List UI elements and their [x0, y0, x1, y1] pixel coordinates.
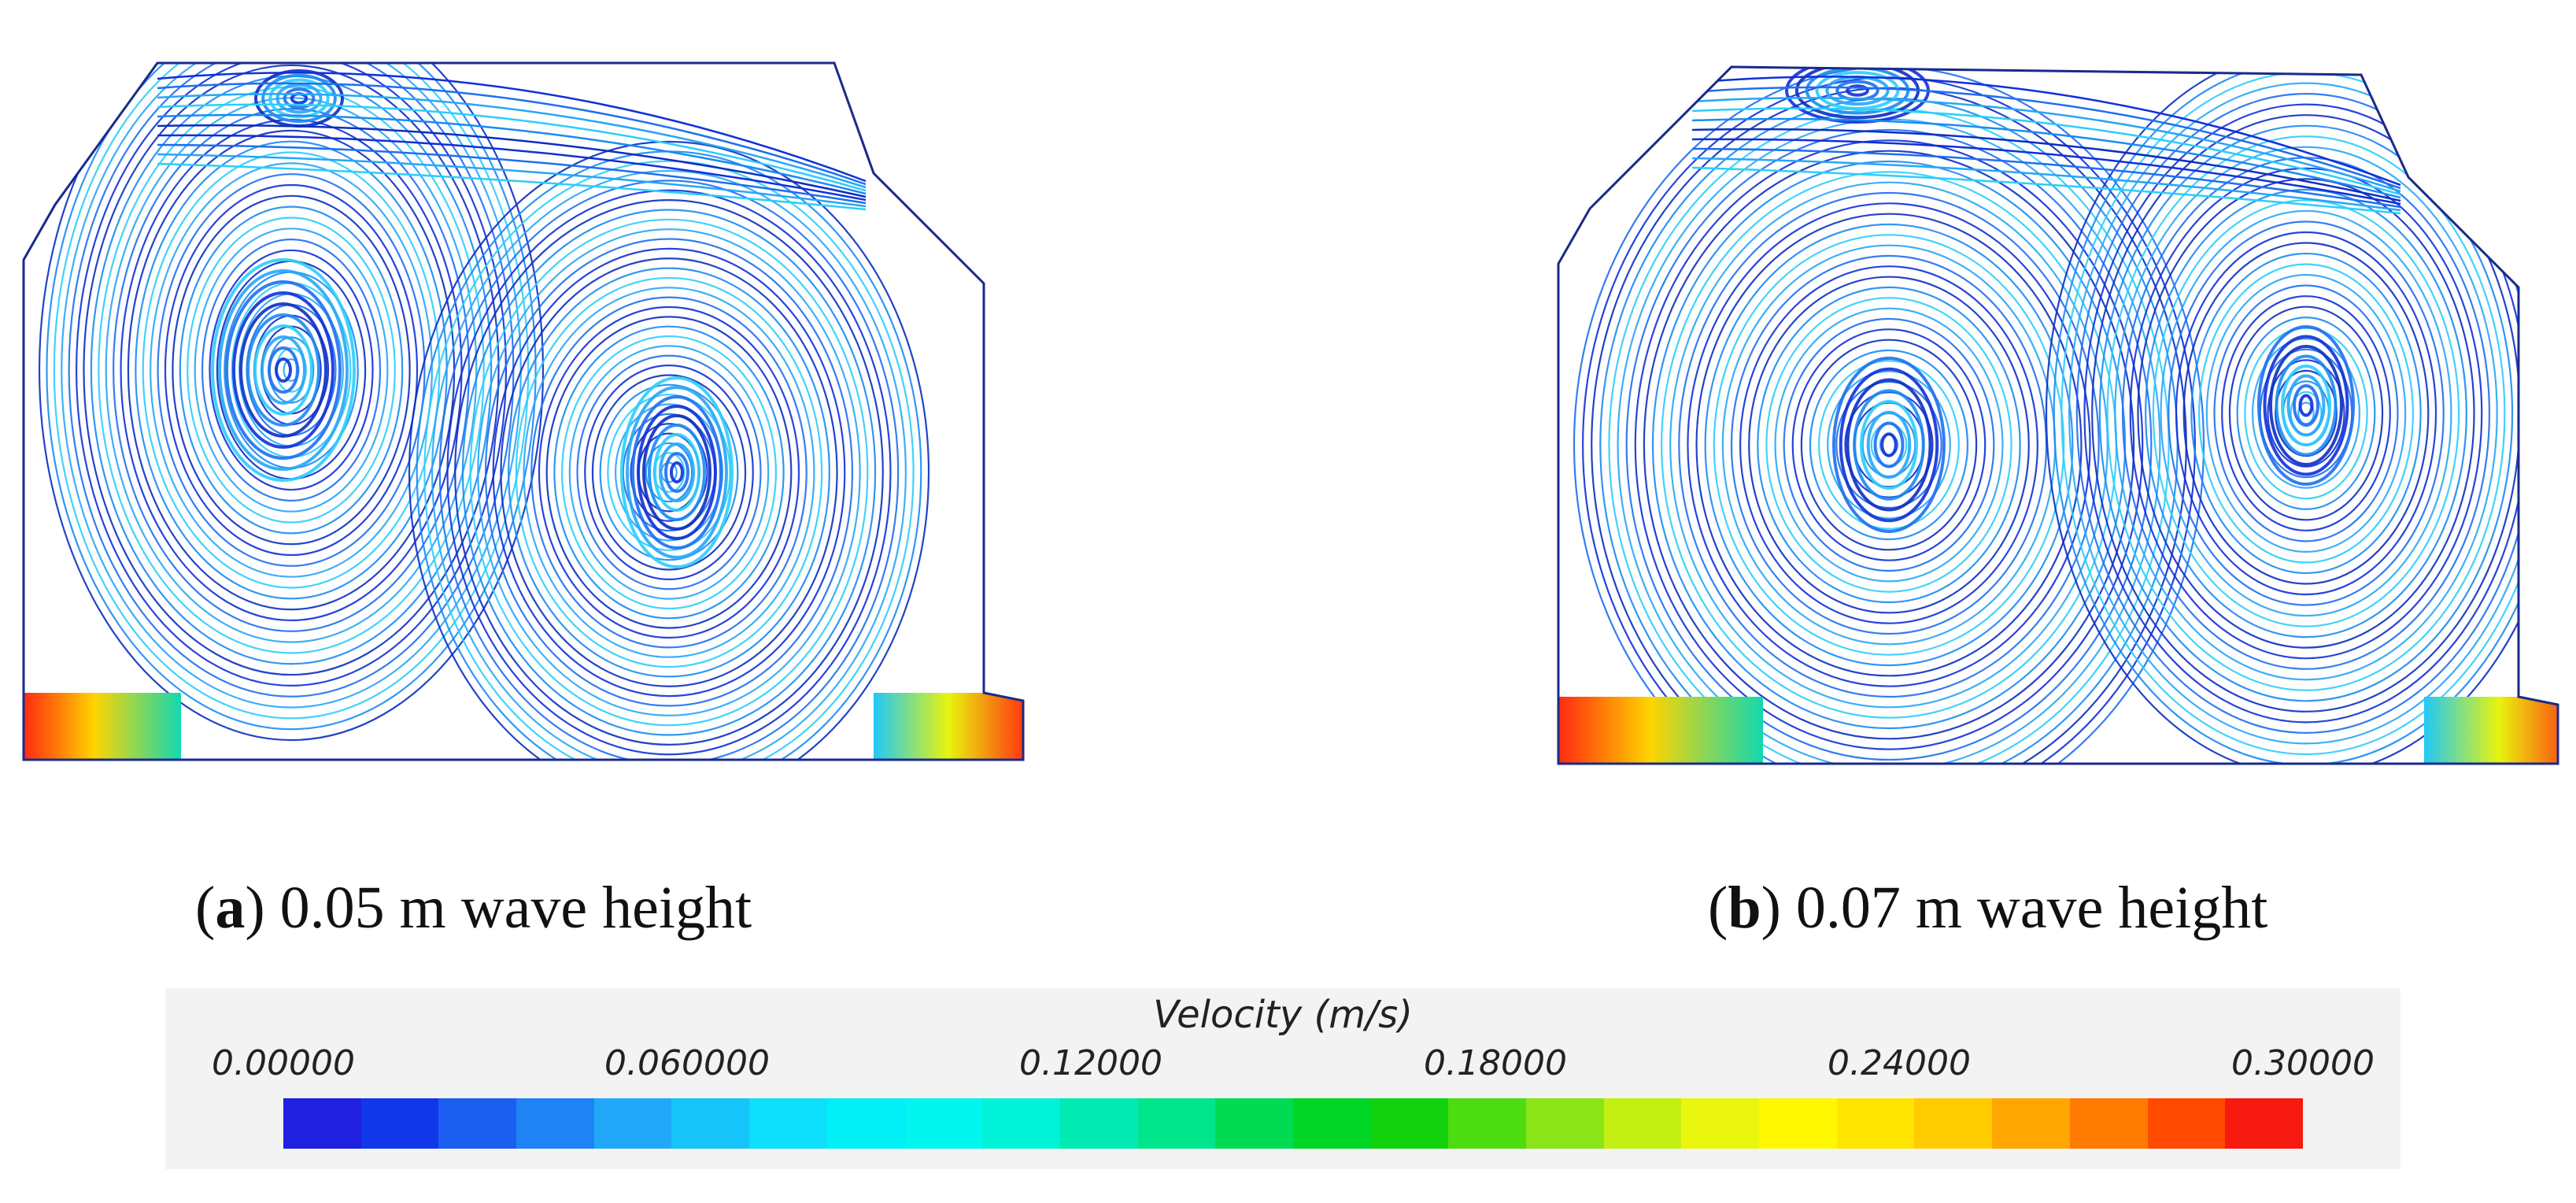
colorbar-segment	[982, 1098, 1060, 1149]
colorbar-tick-2: 0.12000	[1019, 1043, 1162, 1083]
colorbar-segment	[826, 1098, 905, 1149]
colorbar-segment	[1603, 1098, 1682, 1149]
colorbar-segment	[438, 1098, 517, 1149]
panel-a-svg	[22, 61, 1025, 761]
colorbar-gradient	[283, 1098, 2303, 1149]
colorbar-tick-0: 0.00000	[212, 1043, 355, 1083]
caption-a: (a) 0.05 m wave height	[195, 875, 752, 941]
colorbar-segment	[749, 1098, 827, 1149]
colorbar-tick-1: 0.060000	[604, 1043, 770, 1083]
panel-a-streamlines	[24, 63, 1023, 760]
panel-b-streamlines	[1558, 67, 2558, 764]
caption-a-text: 0.05 m wave height	[279, 875, 752, 941]
colorbar-segment	[2225, 1098, 2303, 1149]
caption-b-text: 0.07 m wave height	[1795, 875, 2268, 941]
caption-b: (b) 0.07 m wave height	[1708, 875, 2268, 941]
colorbar-segment	[283, 1098, 361, 1149]
colorbar-segment	[593, 1098, 672, 1149]
streamline-panel-a	[0, 31, 1039, 787]
colorbar-segment	[1448, 1098, 1526, 1149]
caption-b-label: b	[1728, 875, 1761, 941]
colorbar-segment	[2069, 1098, 2148, 1149]
colorbar-segment	[1137, 1098, 1216, 1149]
colorbar-title: Velocity (m/s)	[1153, 993, 1413, 1037]
velocity-colorbar: Velocity (m/s) 0.00000 0.060000 0.12000 …	[165, 988, 2400, 1169]
colorbar-segment	[1526, 1098, 1604, 1149]
colorbar-segment	[1215, 1098, 1293, 1149]
streamline-panel-b	[1535, 35, 2576, 791]
colorbar-tick-4: 0.24000	[1828, 1043, 1971, 1083]
colorbar-segment	[1059, 1098, 1138, 1149]
colorbar-segment	[1292, 1098, 1371, 1149]
colorbar-segment	[671, 1098, 750, 1149]
colorbar-segment	[516, 1098, 594, 1149]
colorbar-tick-3: 0.18000	[1424, 1043, 1567, 1083]
panel-b-svg	[1557, 65, 2559, 765]
colorbar-segment	[1681, 1098, 1760, 1149]
caption-a-label: a	[215, 875, 246, 941]
colorbar-segment	[1836, 1098, 1915, 1149]
colorbar-segment	[1370, 1098, 1449, 1149]
colorbar-tick-5: 0.30000	[2231, 1043, 2375, 1083]
colorbar-segment	[1759, 1098, 1837, 1149]
colorbar-segment	[904, 1098, 983, 1149]
colorbar-segment	[360, 1098, 439, 1149]
colorbar-segment	[2147, 1098, 2226, 1149]
colorbar-segment	[1914, 1098, 1993, 1149]
colorbar-segment	[1992, 1098, 2070, 1149]
